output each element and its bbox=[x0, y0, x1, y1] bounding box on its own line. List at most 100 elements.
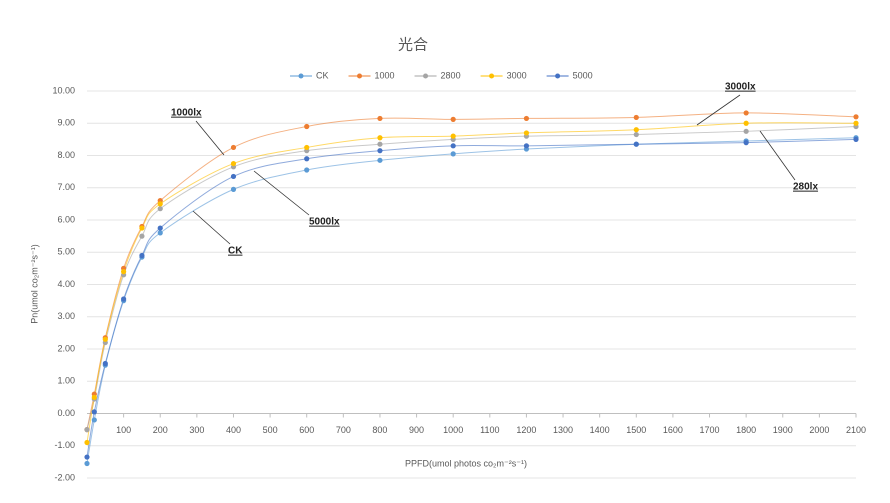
data-point bbox=[450, 151, 456, 157]
x-tick-label: 1200 bbox=[516, 425, 536, 435]
x-tick-label: 1300 bbox=[553, 425, 573, 435]
data-point bbox=[853, 136, 859, 142]
legend-marker bbox=[423, 73, 429, 79]
data-point bbox=[157, 225, 163, 231]
annotation: CK bbox=[228, 246, 243, 257]
series-line bbox=[86, 137, 857, 464]
annotation-leader bbox=[195, 120, 225, 156]
data-point bbox=[157, 201, 163, 207]
annotation-leader bbox=[192, 210, 231, 245]
annotation: 1000lx bbox=[171, 108, 202, 119]
data-point bbox=[157, 206, 163, 212]
x-tick-label: 500 bbox=[263, 425, 278, 435]
data-point bbox=[230, 160, 237, 167]
x-tick-label: 200 bbox=[153, 425, 168, 435]
data-point bbox=[304, 156, 310, 162]
data-point bbox=[450, 116, 456, 122]
data-point bbox=[743, 140, 749, 146]
y-tick-label: 2.00 bbox=[57, 343, 75, 353]
y-tick-label: 6.00 bbox=[57, 214, 75, 224]
legend-marker bbox=[555, 73, 561, 79]
data-point bbox=[84, 439, 90, 446]
y-tick-label: 3.00 bbox=[57, 311, 75, 321]
y-axis-label: Pn(umol co₂m⁻²s⁻¹) bbox=[29, 244, 39, 324]
legend: CK 1000 2800 3000 5000 bbox=[290, 70, 593, 80]
x-tick-label: 1800 bbox=[736, 425, 756, 435]
data-point bbox=[102, 360, 108, 367]
data-point bbox=[139, 233, 145, 239]
data-point bbox=[304, 144, 310, 151]
x-tick-label: 1100 bbox=[480, 425, 499, 435]
data-point bbox=[230, 186, 237, 192]
data-point bbox=[633, 114, 639, 121]
legend-marker bbox=[489, 73, 495, 79]
annotation: 280lx bbox=[793, 182, 818, 193]
data-point bbox=[377, 148, 383, 154]
chart-title: 光合 bbox=[398, 36, 428, 54]
y-tick-label: 4.00 bbox=[57, 279, 75, 289]
data-point bbox=[91, 394, 97, 400]
x-tick-label: 900 bbox=[409, 425, 424, 435]
annotation: 3000lx bbox=[725, 82, 756, 93]
x-axis-label: PPFD(umol photos co₂m⁻²s⁻¹) bbox=[405, 458, 527, 468]
data-point bbox=[633, 127, 639, 133]
x-tick-label: 2000 bbox=[809, 425, 829, 435]
series-line bbox=[86, 138, 857, 458]
y-tick-label: 5.00 bbox=[57, 247, 75, 257]
annotation-leader bbox=[759, 130, 796, 181]
data-point bbox=[377, 135, 383, 141]
series-line bbox=[86, 112, 857, 430]
legend-label: 3000 bbox=[507, 70, 527, 80]
y-tick-label: -2.00 bbox=[54, 472, 75, 482]
legend-label: CK bbox=[316, 70, 329, 80]
x-tick-label: 1700 bbox=[700, 425, 720, 435]
y-tick-label: 9.00 bbox=[57, 118, 75, 128]
data-point bbox=[230, 173, 237, 180]
annotation-leader bbox=[696, 94, 741, 126]
x-tick-label: 1400 bbox=[590, 425, 610, 435]
annotation: 5000lx bbox=[309, 217, 340, 228]
data-point bbox=[304, 123, 310, 130]
series-line bbox=[86, 125, 857, 430]
data-point bbox=[633, 141, 639, 147]
data-point bbox=[84, 454, 90, 460]
data-point bbox=[377, 115, 383, 122]
x-tick-label: 600 bbox=[299, 425, 314, 435]
x-tick-label: 1600 bbox=[663, 425, 683, 435]
data-point bbox=[84, 427, 90, 433]
data-point bbox=[304, 167, 310, 173]
data-point bbox=[743, 128, 749, 134]
y-tick-label: 10.00 bbox=[52, 85, 75, 95]
data-point bbox=[84, 460, 90, 467]
y-tick-label: 0.00 bbox=[57, 408, 75, 418]
data-point bbox=[139, 252, 145, 259]
data-point bbox=[377, 141, 383, 147]
legend-label: 1000 bbox=[375, 70, 395, 80]
x-tick-label: 400 bbox=[226, 425, 241, 435]
data-point bbox=[121, 296, 127, 302]
data-point bbox=[91, 409, 97, 415]
data-point bbox=[139, 225, 145, 231]
data-point bbox=[523, 143, 530, 149]
data-point bbox=[230, 144, 237, 151]
data-point bbox=[743, 110, 749, 116]
data-point bbox=[523, 115, 530, 122]
data-point bbox=[633, 131, 639, 138]
data-point bbox=[377, 157, 383, 163]
legend-marker bbox=[298, 73, 304, 79]
x-tick-label: 1900 bbox=[773, 425, 793, 435]
data-point bbox=[91, 417, 97, 423]
y-tick-label: 1.00 bbox=[57, 376, 75, 386]
x-tick-label: 100 bbox=[116, 425, 131, 435]
data-point bbox=[450, 133, 456, 139]
x-tick-label: 2100 bbox=[846, 425, 866, 435]
legend-label: 2800 bbox=[441, 70, 461, 80]
data-point bbox=[450, 143, 456, 149]
x-tick-label: 1500 bbox=[626, 425, 646, 435]
data-point bbox=[523, 130, 530, 136]
data-point bbox=[121, 269, 127, 275]
x-tick-label: 1000 bbox=[443, 425, 463, 435]
data-point bbox=[743, 120, 749, 126]
x-tick-label: 800 bbox=[372, 425, 387, 435]
